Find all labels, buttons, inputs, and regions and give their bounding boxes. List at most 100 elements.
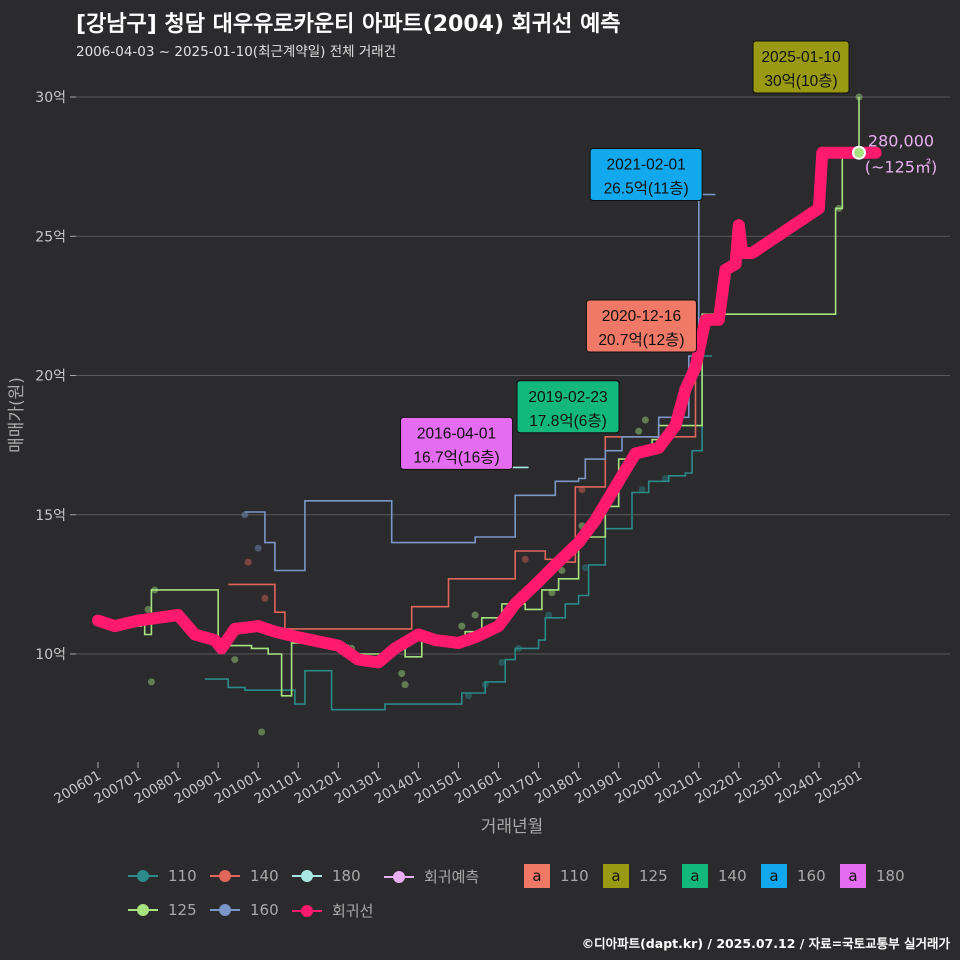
price-chart: 10억 15억 20억 25억 30억 200601200701200801200901…: [7, 40, 950, 837]
annotation-date: 2021-02-01: [606, 156, 685, 173]
scatter-point-110: [638, 486, 646, 494]
scatter-point-125: [147, 678, 155, 686]
legend-label: 180: [332, 867, 361, 885]
legend-label: 140: [718, 867, 747, 885]
y-tick-label: 20억: [35, 369, 66, 385]
scatter-point-125: [398, 669, 406, 677]
annotation-date: 2016-04-01: [417, 425, 496, 442]
legend-label: 회귀선: [332, 902, 374, 920]
page-subtitle: 2006-04-03 ~ 2025-01-10(최근계약일) 전체 거래건: [76, 44, 397, 60]
legend-label: 180: [876, 867, 905, 885]
series-line-140: [228, 356, 697, 630]
scatter-point-125: [144, 605, 152, 613]
forecast-value: 280,000: [868, 132, 934, 151]
legend-label: 회귀예측: [424, 868, 480, 886]
scatter-point-125: [641, 416, 649, 424]
annotation-box: [400, 416, 514, 470]
x-axis-ticks: 2006012007012008012009012010012011012012…: [51, 762, 865, 807]
y-tick-label: 30억: [35, 90, 66, 106]
scatter-point-125: [548, 589, 556, 597]
annotation-date: 2019-02-23: [528, 389, 607, 406]
legend-item-3: 회귀예측: [384, 866, 479, 887]
scatter-point-125: [231, 656, 239, 664]
scatter-point-125: [458, 622, 466, 630]
y-tick-label: 15억: [35, 508, 66, 524]
annotation-labels: 2025-01-1030억(10층)2021-02-0126.5억(11층)20…: [400, 40, 850, 470]
legend-label: 160: [250, 901, 279, 919]
source-caption: ©디아파트(dapt.kr) / 2025.07.12 / 자료=국토교통부 실…: [581, 936, 950, 951]
legend-item-1: 140: [210, 866, 279, 886]
annotation-date: 2025-01-10: [761, 49, 841, 66]
scatter-point-160: [254, 544, 262, 552]
series-lines: [92, 97, 882, 711]
legend-label-item-1: a 125: [603, 864, 668, 888]
legend-item-6: 회귀선: [292, 900, 373, 921]
scatter-point-110: [661, 475, 669, 483]
legend-item-2: 180: [292, 866, 361, 886]
legend-label: 140: [250, 867, 279, 885]
annotation-125: 2025-01-10 30억(10층): [752, 40, 850, 94]
y-axis-ticks: 10억 15억 20억 25억 30억: [35, 90, 76, 663]
legend-item-4: 125: [128, 900, 197, 920]
legend-label-item-4: a 180: [840, 864, 905, 888]
scatter-point-110: [498, 658, 506, 666]
scatter-point-125: [558, 566, 566, 574]
forecast-point: [852, 145, 866, 160]
scatter-point-140: [521, 555, 529, 563]
page-title: [강남구] 청담 대우유로카운티 아파트(2004) 회귀선 예측: [76, 12, 621, 37]
annotation-box: [752, 40, 850, 94]
legend-label: 125: [168, 901, 197, 919]
legend-swatch-icon: [292, 901, 322, 921]
scatter-point-125: [471, 611, 479, 619]
legend-swatch-icon: [210, 900, 240, 920]
legend-item-5: 160: [210, 900, 279, 920]
annotation-date: 2020-12-16: [602, 308, 681, 325]
scatter-point-125: [635, 427, 643, 435]
annotation-110: 2020-12-16 20.7억(12층): [585, 299, 697, 353]
annotation-140: 2019-02-23 17.8억(6층): [516, 380, 620, 434]
legend-label: 110: [560, 867, 589, 885]
legend-label-item-2: a 140: [682, 864, 747, 888]
annotation-box: [516, 380, 620, 434]
legend-box-icon: a: [761, 864, 787, 888]
scatter-point-140: [578, 486, 586, 494]
chart-legend: 110 140 180 회귀예측 125 160 회귀선 a 110 a 125 a 140 a 160 a 1…: [128, 862, 928, 922]
scatter-point-140: [261, 594, 269, 602]
annotation-180: 2016-04-01 16.7억(16층): [400, 416, 514, 470]
legend-label: 125: [639, 867, 668, 885]
legend-swatch-icon: [210, 866, 240, 886]
legend-item-0: 110: [128, 866, 197, 886]
scatter-point-110: [545, 611, 553, 619]
y-tick-label: 10억: [35, 647, 66, 663]
legend-swatch-icon: [292, 866, 322, 886]
legend-box-icon: a: [603, 864, 629, 888]
annotation-price: 16.7억(16층): [413, 448, 499, 466]
legend-label: 110: [168, 867, 197, 885]
annotation-price: 17.8억(6층): [529, 412, 607, 430]
x-axis-label: 거래년월: [481, 817, 544, 837]
series-line-160: [244, 193, 716, 572]
legend-swatch-icon: [384, 867, 414, 887]
annotation-price: 20.7억(12층): [598, 331, 684, 349]
regression-line: [92, 146, 882, 669]
legend-box-icon: a: [840, 864, 866, 888]
legend-swatch-icon: [128, 866, 158, 886]
forecast-marker: 280,000 (~125㎡): [852, 132, 937, 177]
scatter-point-125: [258, 728, 266, 736]
legend-label: 160: [797, 867, 826, 885]
scatter-point-125: [401, 681, 409, 689]
forecast-area: (~125㎡): [865, 158, 937, 177]
legend-box-icon: a: [682, 864, 708, 888]
scatter-point-110: [581, 564, 589, 572]
annotation-price: 30억(10층): [764, 72, 837, 90]
legend-box-icon: a: [524, 864, 550, 888]
legend-label-item-0: a 110: [524, 864, 589, 888]
scatter-points: [144, 93, 863, 736]
annotation-box: [585, 299, 697, 353]
y-tick-label: 25억: [35, 229, 66, 245]
scatter-point-140: [244, 558, 252, 566]
scatter-point-110: [464, 692, 472, 700]
annotation-box: [589, 147, 703, 201]
y-axis-label: 매매가(원): [7, 377, 27, 453]
legend-label-item-3: a 160: [761, 864, 826, 888]
